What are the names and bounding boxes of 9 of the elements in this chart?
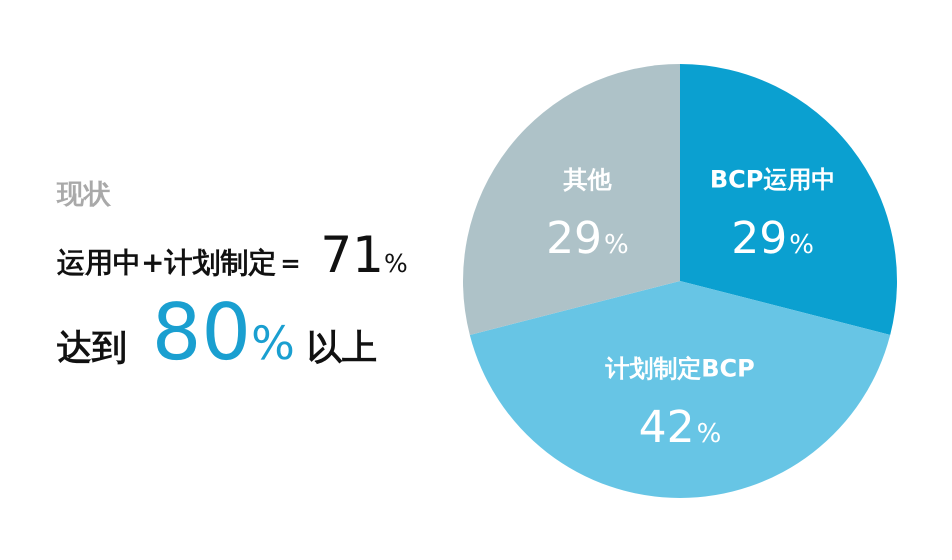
text: 运用中+计划制定＝ 71% [57,226,408,284]
data-label: 42% [638,402,722,454]
text: 现状 [57,178,111,212]
data-label: 29% [731,213,814,264]
text: 达到 80% 以上 [57,288,377,378]
data-label: 29% [546,213,629,264]
slice-label: 计划制定BCP [604,354,755,382]
slice-label: BCP运用中 [710,165,836,194]
slice-label: 其他 [562,165,612,194]
